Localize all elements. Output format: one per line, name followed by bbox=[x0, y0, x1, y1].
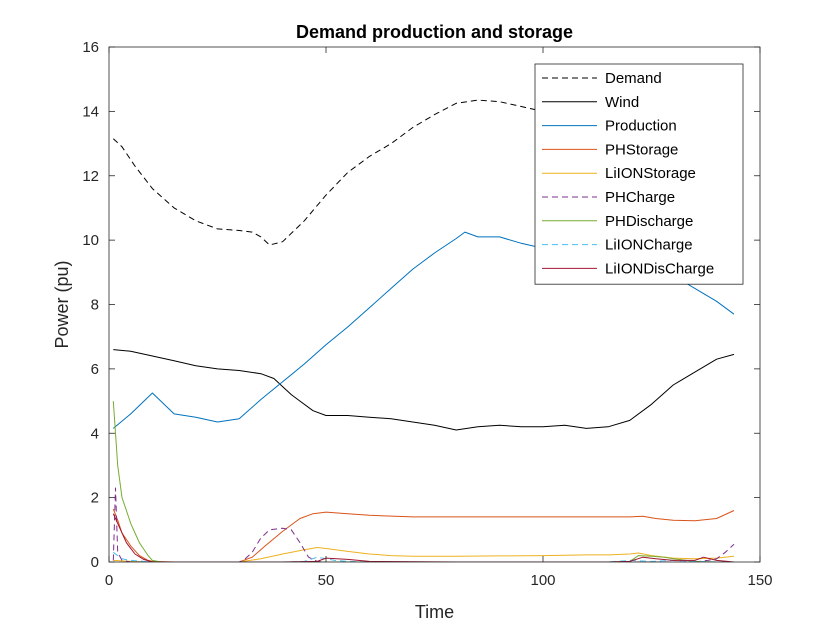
series-line-liiondischarge bbox=[112, 513, 735, 562]
series-line-wind bbox=[113, 349, 735, 431]
legend-label-liiondischarge: LiIONDisCharge bbox=[605, 260, 714, 277]
legend-label-production: Production bbox=[605, 118, 677, 135]
series-line-liioncharge bbox=[113, 551, 734, 562]
y-tick-label: 14 bbox=[82, 103, 99, 120]
x-tick-label: 50 bbox=[318, 572, 335, 589]
x-axis-label: Time bbox=[415, 602, 454, 622]
chart-title: Demand production and storage bbox=[296, 22, 573, 42]
axis-layer: 0 50 100 150 0 2 4 6 8 10 12 14 16 bbox=[82, 39, 772, 589]
x-tick-label: 100 bbox=[530, 572, 555, 589]
legend[interactable]: Demand Wind Production PHStorage LiIONStorag… bbox=[534, 63, 744, 285]
legend-label-phcharge: PHCharge bbox=[605, 189, 675, 206]
legend-label-liioncharge: LiIONCharge bbox=[605, 237, 693, 254]
series-line-demand bbox=[112, 99, 674, 246]
y-tick-label: 2 bbox=[91, 490, 99, 507]
y-tick-label: 4 bbox=[91, 425, 99, 442]
series-line-phdischarge bbox=[112, 401, 734, 562]
y-tick-label: 6 bbox=[91, 361, 99, 378]
y-tick-label: 8 bbox=[91, 297, 99, 314]
legend-label-wind: Wind bbox=[605, 94, 639, 111]
y-tick-label: 16 bbox=[82, 39, 99, 56]
legend-box bbox=[534, 63, 744, 285]
series-layer bbox=[112, 99, 735, 562]
legend-label-liionstorage: LiIONStorage bbox=[605, 165, 696, 182]
y-axis-label: Power (pu) bbox=[52, 260, 72, 348]
legend-label-demand: Demand bbox=[605, 70, 662, 87]
legend-label-phstorage: PHStorage bbox=[605, 141, 678, 158]
series-line-liionstorage bbox=[113, 547, 735, 562]
x-tick-label: 150 bbox=[747, 572, 772, 589]
x-tick-label: 0 bbox=[105, 572, 113, 589]
y-tick-label: 0 bbox=[91, 554, 99, 571]
legend-label-phdischarge: PHDischarge bbox=[605, 213, 693, 230]
y-tick-label: 10 bbox=[82, 232, 99, 249]
y-tick-label: 12 bbox=[82, 168, 99, 185]
